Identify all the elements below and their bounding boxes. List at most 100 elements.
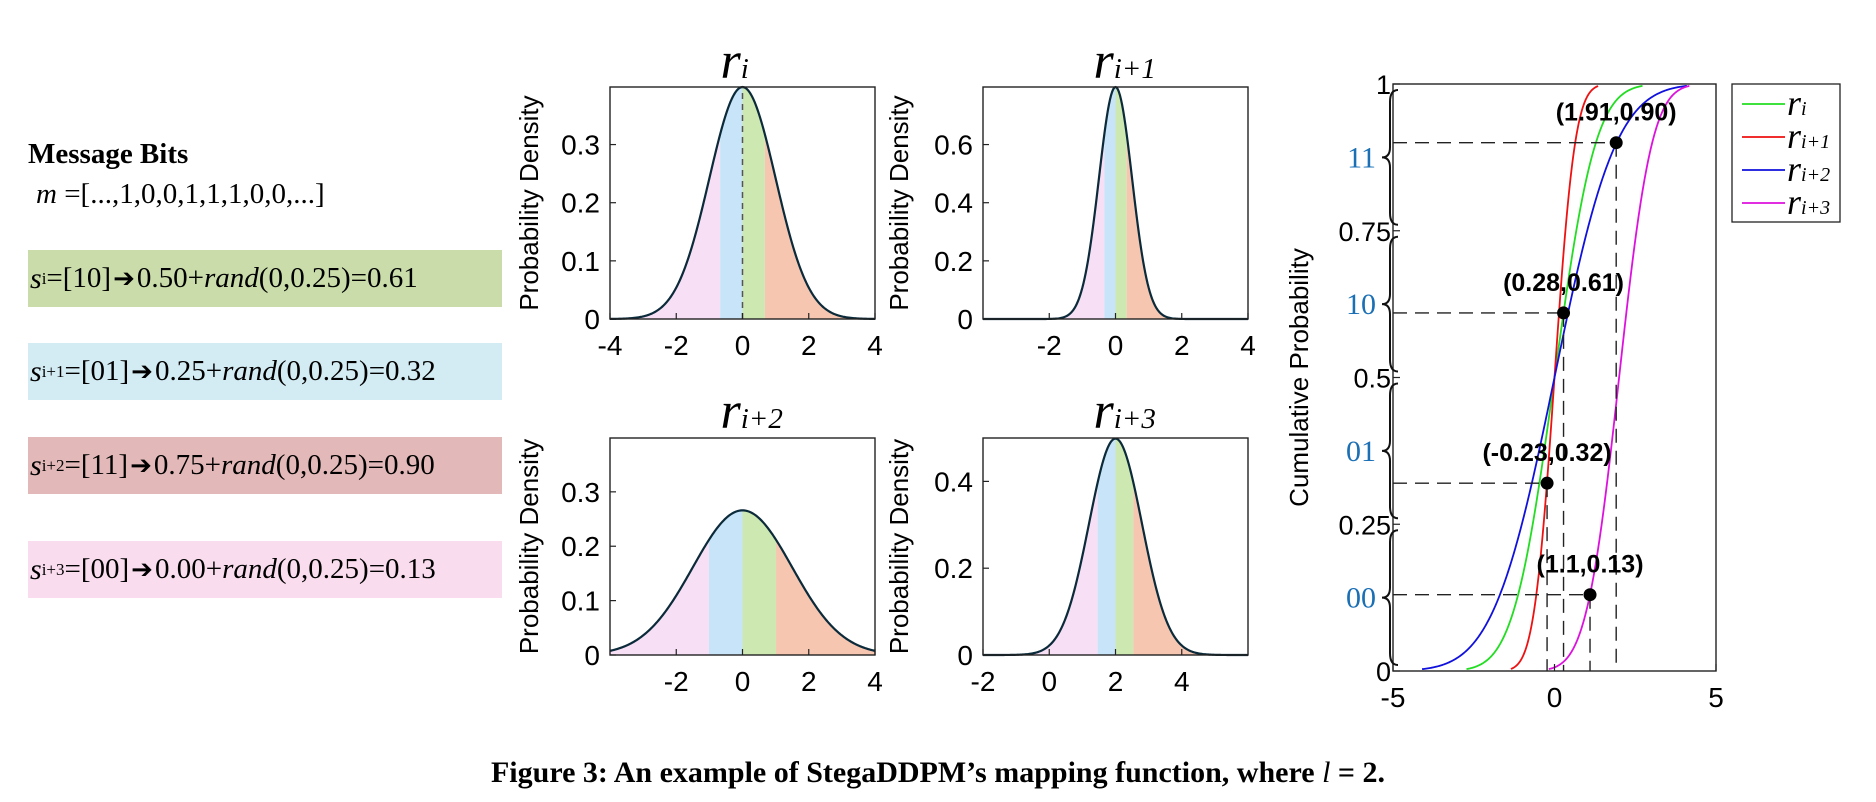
segment-symbol: s [30, 261, 42, 295]
x-tick-label: 4 [1174, 666, 1190, 697]
bit-label: 00 [1346, 582, 1376, 615]
y-tick-label: 0.1 [561, 586, 600, 617]
region-4 [776, 539, 875, 655]
figure-caption: Figure 3: An example of StegaDDPM’s mapp… [0, 756, 1876, 790]
point-label: (1.1,0.13) [1537, 551, 1644, 579]
segment-box-4: s i+3 =[00] ➔ 0.00+ rand (0,0.25)=0.13 [28, 541, 502, 598]
region-2 [1104, 87, 1116, 319]
x-tick-label: -2 [664, 666, 689, 697]
y-axis-label: Probability Density [884, 439, 914, 654]
legend-entry: ri [1787, 83, 1807, 123]
segment-rand: rand [222, 355, 277, 387]
pdf-panel-3: -2 0 2 4 0 0.1 0.2 0.3 Probability Density ri+2 [514, 383, 883, 697]
y-tick-label: 0.75 [1338, 217, 1391, 247]
y-tick-label: 0.2 [934, 553, 973, 584]
cdf-series-4 [1548, 85, 1690, 670]
caption-var: l [1322, 756, 1331, 789]
segment-result: (0,0.25)=0.32 [276, 355, 436, 387]
y-axis-label: Probability Density [514, 95, 544, 310]
segment-symbol: s [30, 448, 42, 482]
x-tick-label: 0 [1547, 682, 1563, 713]
bit-brace [1381, 235, 1399, 373]
y-tick-label: 0.3 [561, 477, 600, 508]
segment-result: (0,0.25)=0.90 [275, 449, 435, 481]
selected-point [1609, 136, 1623, 150]
x-tick-label: 0 [735, 330, 751, 361]
m-symbol: m [36, 178, 57, 210]
arrow-icon: ➔ [130, 450, 152, 480]
y-tick-label: 0.1 [561, 246, 600, 277]
legend-entry: ri+1 [1787, 116, 1830, 156]
x-tick-label: 4 [867, 330, 883, 361]
y-tick-label: 0.4 [934, 188, 973, 219]
region-2 [720, 87, 743, 319]
region-4 [764, 134, 875, 319]
legend-box [1731, 83, 1841, 223]
y-tick-label: 0.6 [934, 130, 973, 161]
region-1 [610, 134, 721, 319]
segment-subscript: i [41, 268, 47, 288]
y-axis-label: Probability Density [514, 439, 544, 654]
segment-bits: =[11] [64, 449, 129, 481]
panel-title: ri+3 [1094, 383, 1156, 440]
x-tick-label: 4 [867, 666, 883, 697]
y-tick-label: 0.2 [561, 531, 600, 562]
density-curve [609, 509, 876, 652]
region-3 [742, 87, 765, 319]
x-tick-label: 2 [801, 330, 817, 361]
region-3 [742, 510, 777, 655]
y-axis-label: Probability Density [884, 95, 914, 310]
x-tick-label: -2 [664, 330, 689, 361]
segment-rand: rand [221, 449, 276, 481]
x-tick-label: 0 [1041, 666, 1057, 697]
segment-result: (0,0.25)=0.61 [258, 262, 418, 294]
segment-box-2: s i+1 =[01] ➔ 0.25+ rand (0,0.25)=0.32 [28, 343, 502, 400]
legend-entry: ri+2 [1787, 149, 1830, 189]
bit-brace [1381, 382, 1399, 520]
x-tick-label: 0 [735, 666, 751, 697]
x-tick-label: -2 [1037, 330, 1062, 361]
x-tick-label: -4 [598, 330, 623, 361]
y-tick-label: 0.2 [561, 188, 600, 219]
x-tick-label: -2 [971, 666, 996, 697]
selected-point [1540, 476, 1554, 490]
x-tick-label: 4 [1240, 330, 1256, 361]
segment-subscript: i+2 [41, 455, 65, 475]
y-tick-label: 0 [1376, 657, 1391, 687]
segment-bits: =[10] [46, 262, 112, 294]
x-tick-label: 5 [1708, 682, 1724, 713]
region-2 [1097, 438, 1116, 655]
selected-point [1583, 588, 1597, 602]
y-tick-label: 0 [584, 304, 600, 335]
selected-point [1557, 306, 1571, 320]
x-tick-label: -5 [1381, 682, 1406, 713]
segment-box-1: s i =[10] ➔ 0.50+ rand (0,0.25)=0.61 [28, 250, 502, 307]
segment-base: 0.75+ [153, 449, 221, 481]
caption-prefix: Figure 3: An example of StegaDDPM’s mapp… [490, 756, 1323, 789]
segment-subscript: i+1 [41, 361, 65, 381]
message-panel: Message Bits m =[...,1,0,0,1,1,1,0,0,...… [0, 0, 520, 640]
bit-brace [1381, 529, 1399, 666]
bit-brace [1381, 89, 1399, 226]
y-axis-label: Cumulative Probability [1284, 248, 1314, 507]
y-tick-label: 1 [1376, 70, 1391, 100]
segment-base: 0.25+ [154, 355, 223, 387]
region-2 [708, 510, 743, 655]
x-tick-label: 2 [1174, 330, 1190, 361]
segment-rand: rand [222, 553, 277, 585]
x-tick-label: 2 [801, 666, 817, 697]
segment-rand: rand [204, 262, 259, 294]
y-tick-label: 0.5 [1353, 364, 1391, 394]
message-bits-title: Message Bits [28, 138, 189, 170]
panel-title: ri+1 [1094, 33, 1156, 90]
point-label: (0.28,0.61) [1503, 269, 1624, 297]
segment-base: 0.50+ [136, 262, 204, 294]
arrow-icon: ➔ [131, 356, 153, 386]
panel-title: ri [721, 33, 749, 90]
y-tick-label: 0.25 [1338, 510, 1391, 540]
region-1 [610, 539, 709, 655]
caption-suffix: = 2. [1330, 756, 1386, 789]
figure-plots: -4 -2 0 2 4 0 0.1 0.2 0.3 Probability Density ri -2… [514, 33, 1841, 713]
